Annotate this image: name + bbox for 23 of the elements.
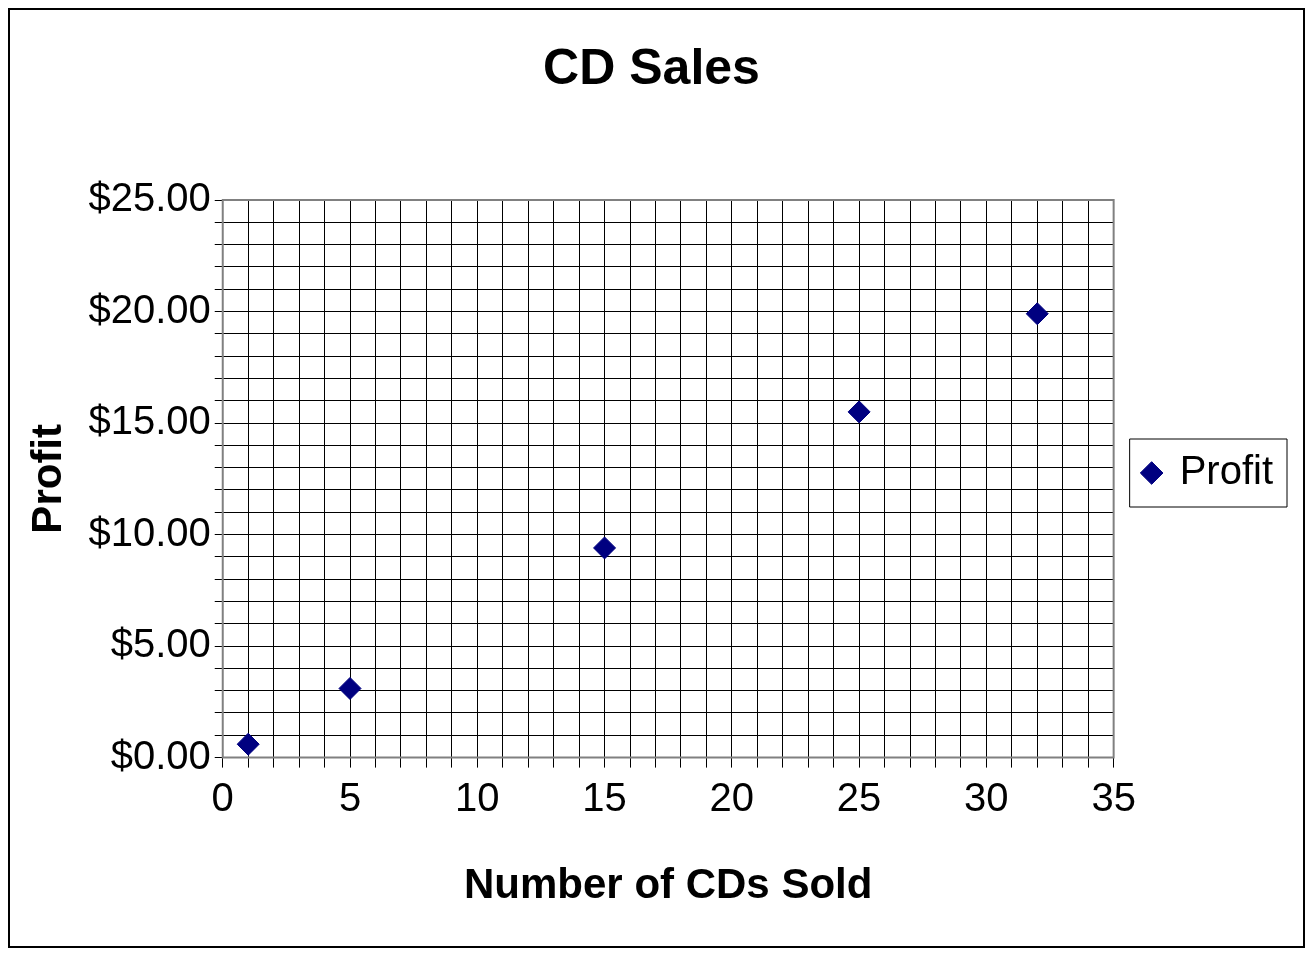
y-tick-label: $10.00	[88, 509, 211, 554]
x-tick-label: 5	[338, 774, 362, 819]
y-axis-title: Profit	[22, 423, 70, 534]
y-tick-label: $0.00	[110, 732, 211, 777]
x-axis-title: Number of CDs Sold	[464, 860, 873, 908]
x-tick-label: 0	[211, 774, 234, 819]
y-tick-label: $15.00	[88, 398, 211, 443]
x-tick-label: 20	[709, 774, 755, 819]
point	[1025, 302, 1049, 326]
chart-title: CD Sales	[543, 38, 760, 95]
point	[338, 676, 362, 700]
point	[236, 732, 260, 756]
point	[847, 400, 871, 424]
point	[593, 536, 617, 560]
x-tick-label: 10	[455, 774, 500, 819]
y-tick-label: $20.00	[88, 286, 211, 331]
y-tick-label: $5.00	[110, 621, 211, 666]
x-tick-label: 35	[1091, 774, 1136, 819]
x-tick-label: 30	[964, 774, 1009, 819]
legend-label: Profit	[1179, 448, 1273, 493]
y-tick-label: $25.00	[88, 175, 211, 220]
x-tick-label: 25	[836, 774, 882, 819]
x-tick-label: 15	[582, 774, 627, 819]
